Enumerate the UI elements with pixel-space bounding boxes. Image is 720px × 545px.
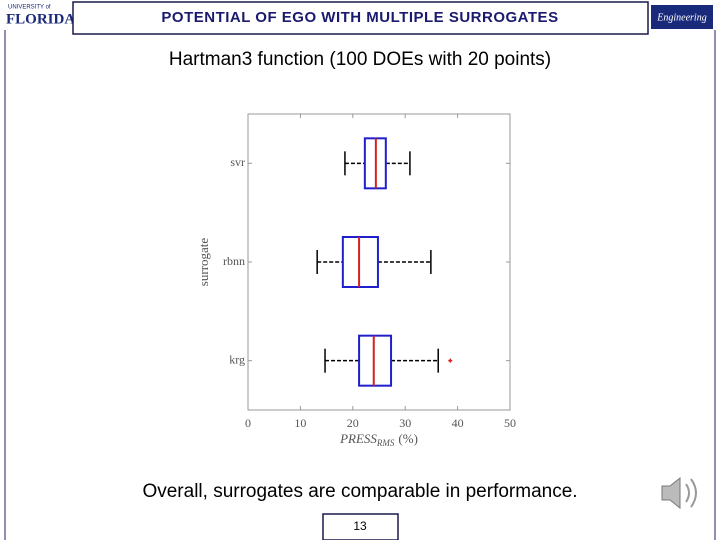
- logo-text: UNIVERSITY of: [8, 5, 51, 11]
- y-tick-label: rbnn: [223, 254, 245, 268]
- page-number: 13: [353, 519, 367, 533]
- x-axis-label-part: PRESS: [339, 431, 377, 446]
- x-axis-label: PRESSRMS (%): [339, 431, 418, 448]
- logo-text: Engineering: [656, 12, 706, 23]
- x-tick-label: 30: [399, 416, 411, 430]
- x-axis-label-part: RMS: [376, 438, 395, 448]
- y-tick-label: krg: [229, 352, 245, 366]
- conclusion: Overall, surrogates are comparable in pe…: [142, 481, 577, 502]
- y-tick-label: svr: [230, 155, 245, 169]
- flier: [448, 358, 453, 363]
- box: [341, 236, 379, 288]
- x-tick-label: 10: [294, 416, 306, 430]
- slide-title: POTENTIAL OF EGO WITH MULTIPLE SURROGATE…: [161, 9, 558, 26]
- logo-right: [651, 5, 713, 29]
- x-tick-label: 50: [504, 416, 516, 430]
- logo-text: FLORIDA: [6, 11, 75, 27]
- subtitle: Hartman3 function (100 DOEs with 20 poin…: [169, 49, 551, 70]
- x-tick-label: 0: [245, 416, 251, 430]
- y-axis-label: surrogate: [196, 238, 211, 287]
- speaker-icon: [661, 476, 697, 510]
- title-box: [72, 1, 649, 35]
- box: [358, 334, 393, 387]
- x-tick-label: 40: [452, 416, 464, 430]
- x-axis-label-part: (%): [398, 431, 418, 446]
- x-tick-label: 20: [347, 416, 359, 430]
